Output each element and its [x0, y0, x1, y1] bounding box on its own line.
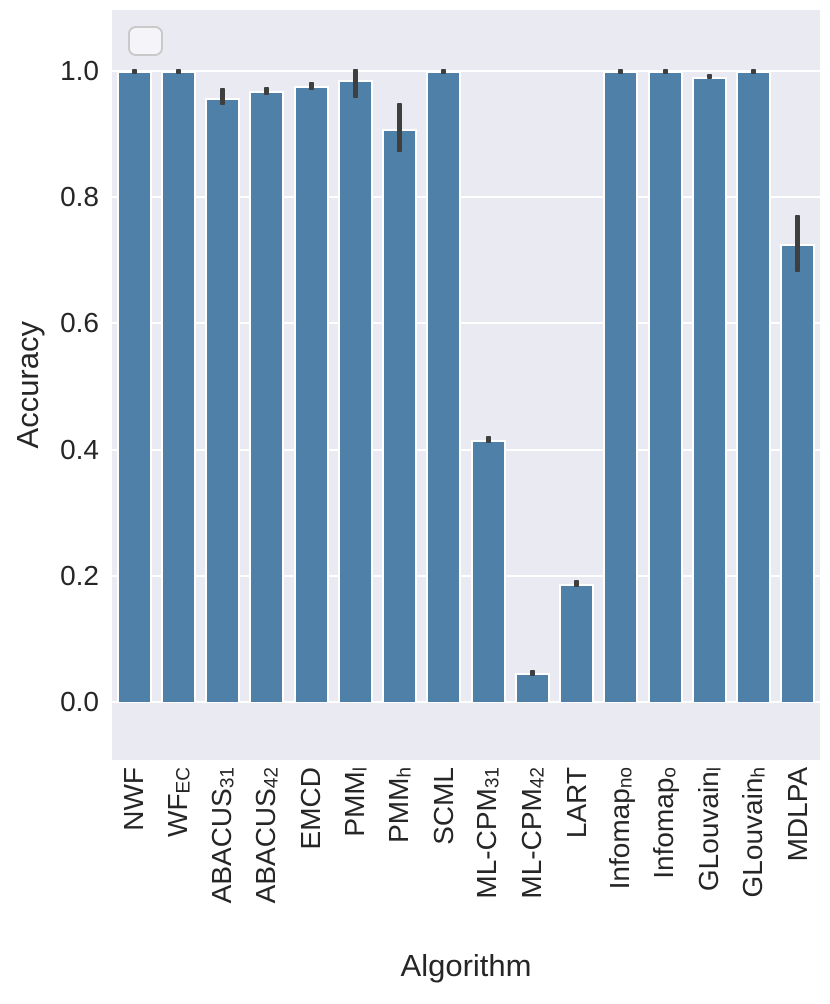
x-tick-text: SCML [427, 767, 459, 845]
empty-legend-box [128, 26, 163, 56]
plot-area [112, 10, 820, 760]
x-tick-text: WFEC [161, 767, 195, 837]
bar-Infomap_o [647, 71, 683, 702]
error-bar-LART [574, 580, 580, 588]
bar-MDLPA [780, 243, 816, 702]
x-tick-label-ABACUS_31: ABACUS31 [204, 767, 242, 903]
y-axis-label-wrap: Accuracy [2, 10, 54, 760]
x-tick-label-PMM_l: PMMl [336, 767, 374, 837]
gridline-0.2 [112, 574, 820, 577]
x-tick-subscript: EC [173, 767, 195, 794]
x-tick-text: ABACUS31 [205, 767, 239, 904]
error-bar-ML-CPM_31 [485, 435, 491, 444]
error-bar-PMM_h [397, 103, 403, 152]
error-bar-EMCD [308, 81, 314, 90]
x-tick-label-Infomap_o: Infomapo [646, 767, 684, 879]
x-tick-text: Infomapo [648, 767, 681, 879]
x-tick-subscript: 31 [482, 767, 504, 789]
error-bar-ABACUS_42 [264, 86, 270, 95]
y-tick-label-0.0: 0.0 [60, 686, 99, 717]
x-tick-label-GLouvain_l: GLouvainl [690, 767, 728, 891]
bar-EMCD [293, 86, 329, 702]
x-tick-label-ABACUS_42: ABACUS42 [248, 767, 286, 903]
error-bar-MDLPA [795, 214, 801, 273]
x-tick-label-PMM_h: PMMh [381, 767, 419, 843]
x-tick-subscript: l [350, 767, 372, 772]
gridline-0.4 [112, 448, 820, 451]
x-tick-subscript: h [394, 767, 416, 778]
x-tick-text: NWF [118, 767, 150, 831]
x-tick-text: ML-CPM42 [515, 767, 549, 899]
bar-Infomap_no [603, 71, 639, 702]
gridline-0.8 [112, 196, 820, 199]
x-tick-subscript: 42 [261, 767, 283, 789]
error-bar-Infomap_no [618, 69, 624, 75]
bar-ABACUS_42 [249, 90, 285, 702]
x-tick-label-ML-CPM_42: ML-CPM42 [513, 767, 551, 899]
y-tick-label-1.0: 1.0 [60, 55, 99, 86]
gridline-1.0 [112, 70, 820, 72]
x-tick-subscript: 42 [527, 767, 549, 789]
gridline-0.6 [112, 322, 820, 325]
bar-ML-CPM_31 [470, 439, 506, 702]
bar-PMM_h [382, 129, 418, 702]
x-tick-label-Infomap_no: Infomapno [602, 767, 640, 889]
error-bar-GLouvain_l [706, 73, 712, 80]
x-tick-text: Infomapno [604, 767, 637, 890]
error-bar-ML-CPM_42 [529, 669, 535, 677]
x-tick-text: ABACUS42 [250, 767, 283, 904]
x-tick-label-MDLPA: MDLPA [779, 767, 817, 861]
x-tick-subscript: 31 [217, 767, 239, 789]
y-tick-label-0.6: 0.6 [60, 307, 99, 339]
x-tick-text: ML-CPM31 [471, 767, 504, 899]
x-tick-label-SCML: SCML [425, 767, 463, 845]
x-tick-label-GLouvain_h: GLouvainh [735, 767, 773, 897]
bar-ML-CPM_42 [514, 672, 550, 702]
error-bar-SCML [441, 69, 447, 75]
bar-SCML [426, 71, 462, 702]
x-tick-label-NWF: NWF [115, 767, 153, 831]
x-tick-text: PMMl [338, 767, 372, 837]
x-tick-label-EMCD: EMCD [292, 767, 330, 849]
x-tick-subscript: h [748, 767, 770, 778]
error-bar-GLouvain_h [751, 69, 757, 75]
error-bar-NWF [131, 69, 137, 75]
bar-GLouvain_h [736, 71, 772, 702]
x-tick-label-WF_EC: WFEC [159, 767, 197, 837]
x-tick-label-LART: LART [558, 767, 596, 838]
x-tick-text: PMMh [382, 767, 416, 843]
bar-ABACUS_31 [205, 97, 241, 702]
x-axis-label: Algorithm [400, 948, 532, 983]
bar-PMM_l [337, 79, 373, 702]
x-tick-text: GLouvainh [736, 767, 770, 898]
y-tick-label-0.4: 0.4 [60, 433, 99, 465]
error-bar-ABACUS_31 [220, 88, 226, 106]
x-tick-label-ML-CPM_31: ML-CPM31 [469, 767, 507, 899]
x-tick-subscript: no [615, 767, 637, 789]
gridline-0.0 [112, 701, 820, 703]
bar-NWF [116, 71, 152, 702]
y-tick-label-0.2: 0.2 [60, 559, 99, 591]
x-tick-text: LART [560, 767, 592, 839]
bar-GLouvain_l [691, 76, 727, 702]
error-bar-WF_EC [175, 69, 181, 75]
error-bar-PMM_l [352, 69, 358, 99]
bar-LART [559, 584, 595, 702]
y-axis-label: Accuracy [10, 321, 45, 449]
x-tick-subscript: o [659, 767, 681, 778]
error-bar-Infomap_o [662, 69, 668, 75]
x-tick-text: MDLPA [781, 767, 813, 862]
x-tick-text: EMCD [295, 767, 327, 850]
bar-WF_EC [160, 71, 196, 702]
x-tick-subscript: l [704, 767, 726, 772]
y-tick-label-0.8: 0.8 [60, 181, 99, 213]
x-tick-text: GLouvainl [692, 767, 726, 892]
